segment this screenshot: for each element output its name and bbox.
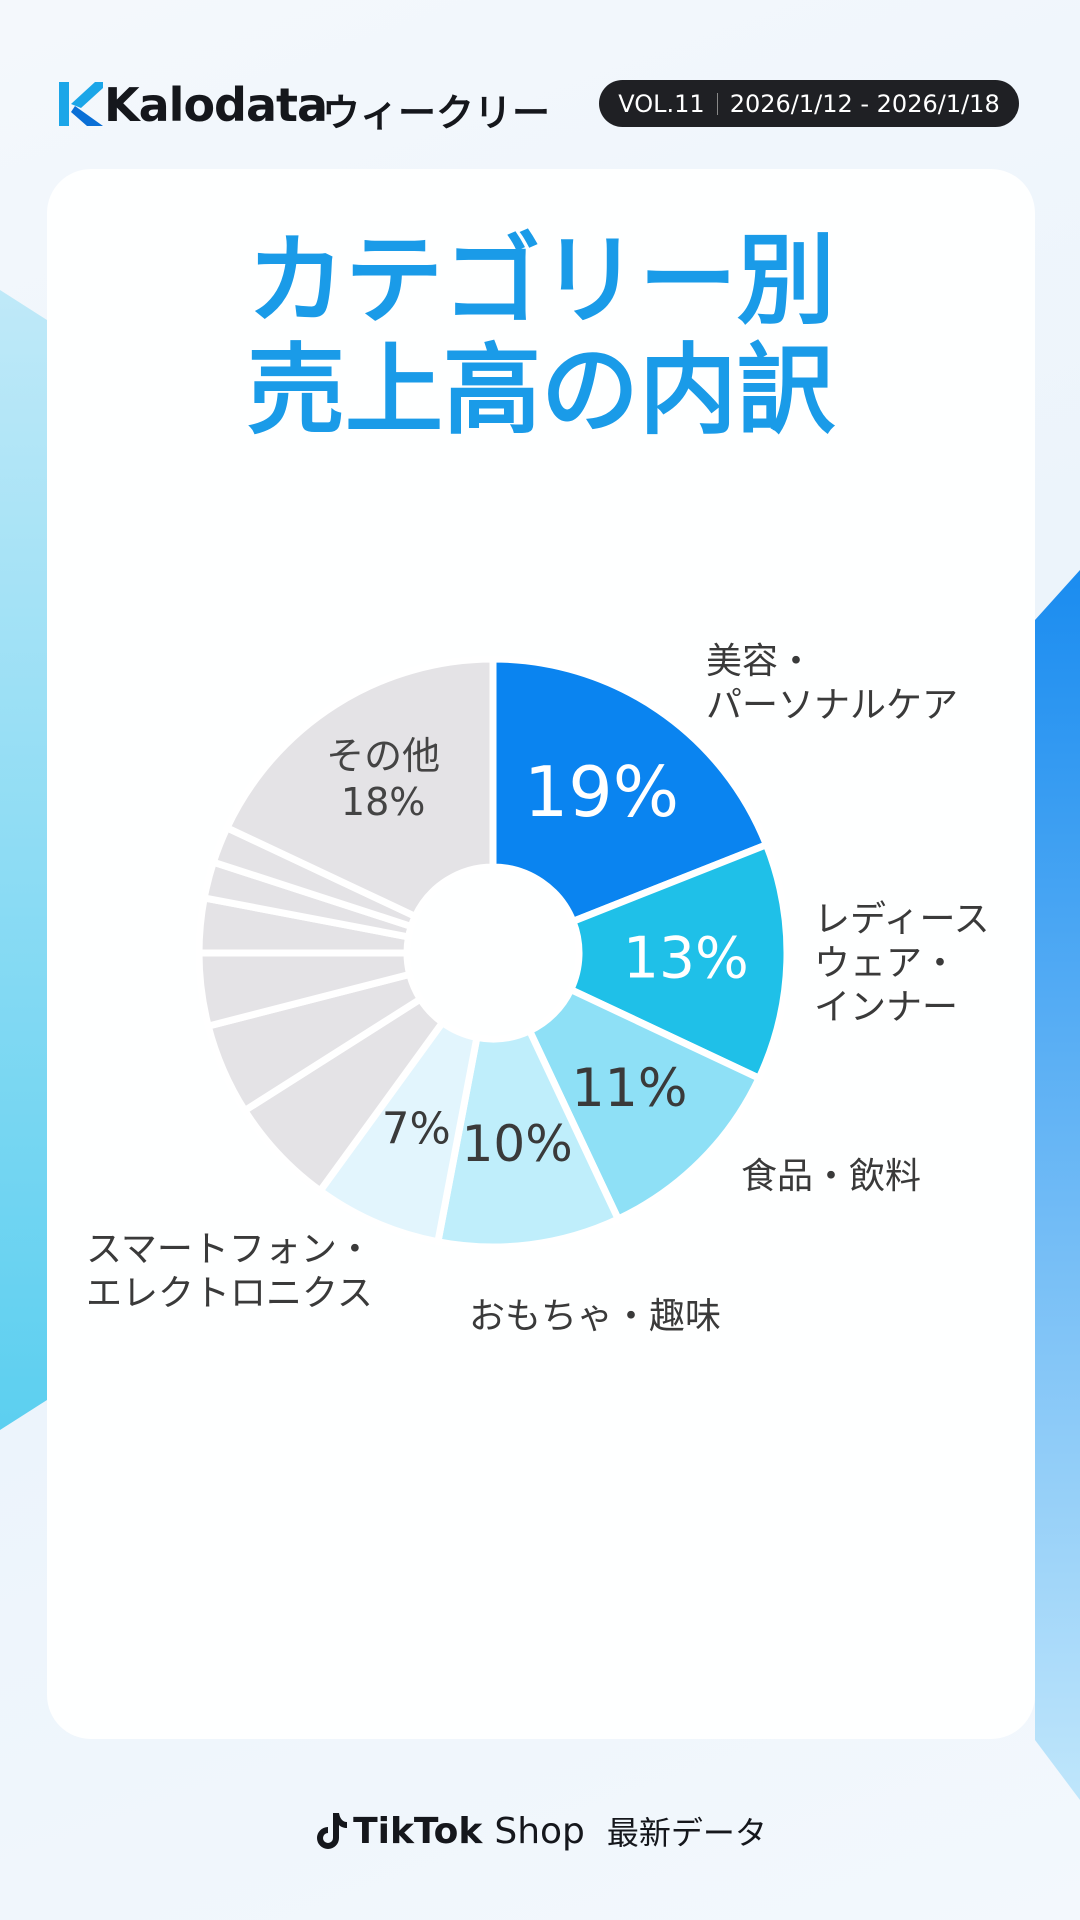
footer-shop: Shop xyxy=(494,1810,585,1852)
value-label: 19% xyxy=(523,752,680,834)
separator xyxy=(716,92,718,115)
date-range: 2026/1/12 - 2026/1/18 xyxy=(729,89,1000,118)
issue-pill: VOL.11 2026/1/12 - 2026/1/18 xyxy=(599,80,1019,127)
category-label: 食品・飲料 xyxy=(741,1156,922,1197)
footer-brand: TikTok xyxy=(353,1810,483,1852)
brand: Kalodata xyxy=(104,78,328,132)
value-label: 18% xyxy=(340,779,426,824)
chart-title: カテゴリー別 売上高の内訳 xyxy=(246,224,835,448)
value-label: 11% xyxy=(571,1059,688,1120)
footer-note: 最新データ xyxy=(606,1814,767,1852)
slice xyxy=(526,986,763,1223)
slice xyxy=(567,841,791,1082)
slice xyxy=(489,655,770,925)
category-label: レディース ウェア・ インナー xyxy=(814,899,990,1028)
category-label: おもちゃ・趣味 xyxy=(469,1296,722,1337)
category-label: 美容・ パーソナルケア xyxy=(706,641,959,726)
category-label: その他 xyxy=(326,733,441,778)
value-label: 7% xyxy=(381,1104,451,1155)
brand-logo xyxy=(59,82,103,126)
tiktok-icon xyxy=(317,1813,348,1849)
value-label: 10% xyxy=(461,1115,573,1174)
volume: VOL.11 xyxy=(618,89,705,118)
slice xyxy=(316,1019,481,1246)
category-label: スマートフォン・ エレクトロニクス xyxy=(86,1229,373,1314)
value-label: 13% xyxy=(622,925,749,992)
slice xyxy=(223,655,497,920)
header-subtitle: ウィークリー xyxy=(322,91,551,135)
footer: TikTok Shop 最新データ xyxy=(0,1808,1080,1854)
slice xyxy=(434,1027,622,1251)
